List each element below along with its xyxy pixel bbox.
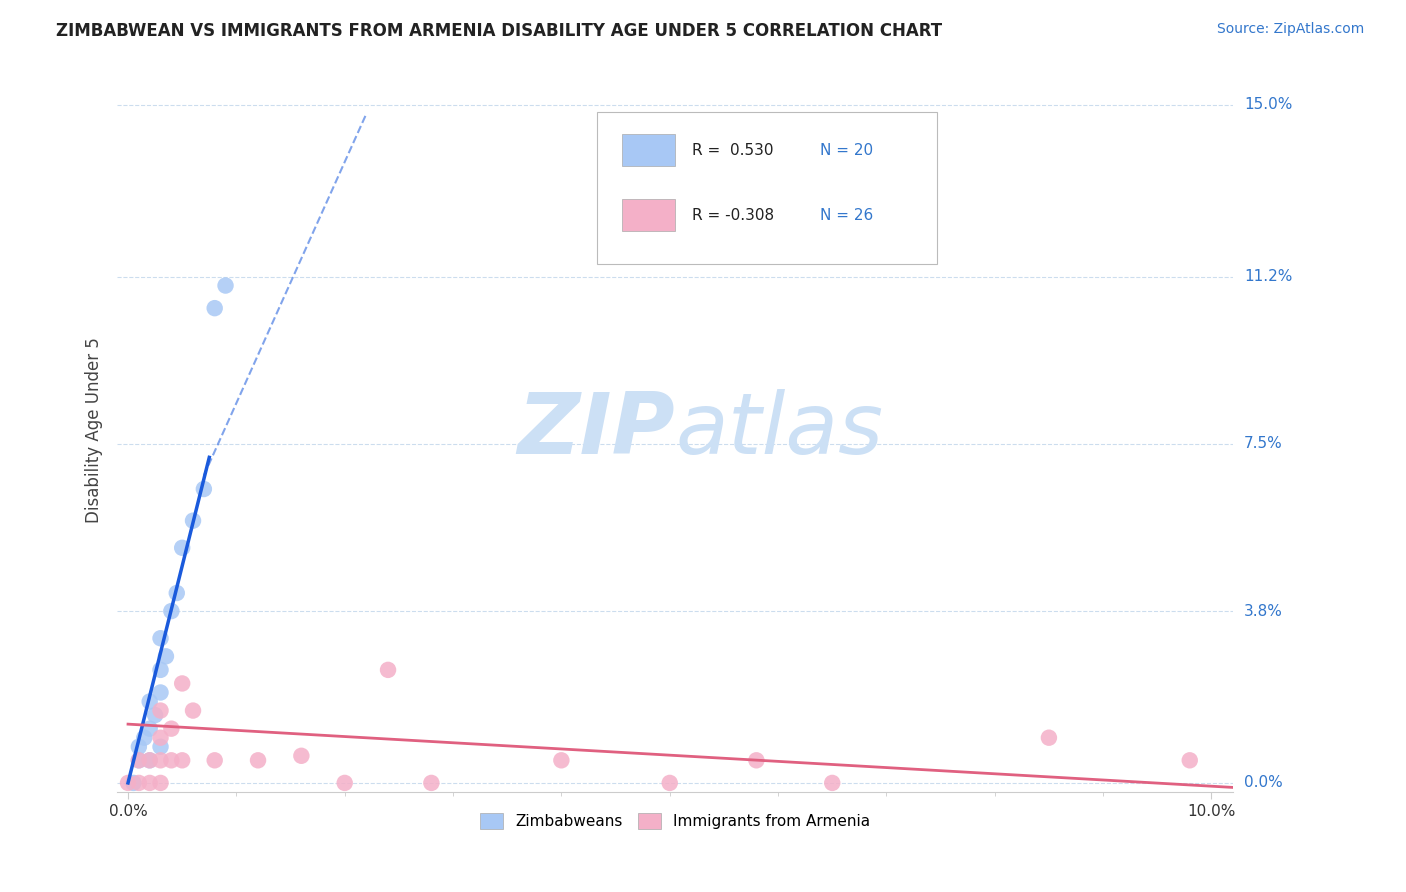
Point [128, 753, 150, 767]
Point [377, 663, 399, 677]
Point [149, 731, 172, 745]
Text: 11.2%: 11.2% [1244, 269, 1292, 284]
Text: R =  0.530: R = 0.530 [692, 143, 773, 158]
Point [149, 632, 172, 646]
Point [160, 753, 183, 767]
Point [128, 739, 150, 754]
Text: ZIMBABWEAN VS IMMIGRANTS FROM ARMENIA DISABILITY AGE UNDER 5 CORRELATION CHART: ZIMBABWEAN VS IMMIGRANTS FROM ARMENIA DI… [56, 22, 942, 40]
Y-axis label: Disability Age Under 5: Disability Age Under 5 [86, 337, 103, 524]
Text: atlas: atlas [675, 389, 883, 472]
Point [128, 776, 150, 790]
Point [138, 753, 160, 767]
Point [204, 301, 226, 315]
Point [745, 753, 768, 767]
Point [204, 753, 226, 767]
Point [181, 704, 204, 718]
Point [172, 753, 194, 767]
Point [172, 541, 194, 555]
Point [214, 278, 236, 293]
Point [138, 776, 160, 790]
Text: 3.8%: 3.8% [1244, 604, 1284, 618]
Point [149, 663, 172, 677]
Point [160, 604, 183, 618]
Text: Source: ZipAtlas.com: Source: ZipAtlas.com [1216, 22, 1364, 37]
Text: N = 20: N = 20 [820, 143, 873, 158]
Text: N = 26: N = 26 [820, 208, 873, 223]
FancyBboxPatch shape [598, 112, 938, 264]
Point [149, 753, 172, 767]
Point [117, 776, 139, 790]
Text: 15.0%: 15.0% [1244, 97, 1292, 112]
Point [1178, 753, 1201, 767]
Text: 7.5%: 7.5% [1244, 436, 1282, 451]
Point [420, 776, 443, 790]
FancyBboxPatch shape [621, 199, 675, 231]
Legend: Zimbabweans, Immigrants from Armenia: Zimbabweans, Immigrants from Armenia [474, 806, 876, 835]
Point [149, 776, 172, 790]
Point [138, 753, 160, 767]
Point [181, 514, 204, 528]
Point [172, 676, 194, 690]
Point [333, 776, 356, 790]
FancyBboxPatch shape [621, 134, 675, 166]
Text: 0.0%: 0.0% [1244, 775, 1282, 790]
Point [143, 708, 166, 723]
Point [290, 748, 312, 763]
Point [550, 753, 572, 767]
Point [134, 731, 156, 745]
Point [138, 722, 160, 736]
Point [1038, 731, 1060, 745]
Point [166, 586, 188, 600]
Text: ZIP: ZIP [517, 389, 675, 472]
Point [658, 776, 681, 790]
Point [193, 482, 215, 496]
Point [128, 753, 150, 767]
Point [149, 685, 172, 699]
Point [122, 776, 145, 790]
Point [155, 649, 177, 664]
Point [821, 776, 844, 790]
Point [149, 704, 172, 718]
Point [149, 739, 172, 754]
Text: R = -0.308: R = -0.308 [692, 208, 775, 223]
Point [247, 753, 270, 767]
Point [160, 722, 183, 736]
Point [138, 694, 160, 708]
